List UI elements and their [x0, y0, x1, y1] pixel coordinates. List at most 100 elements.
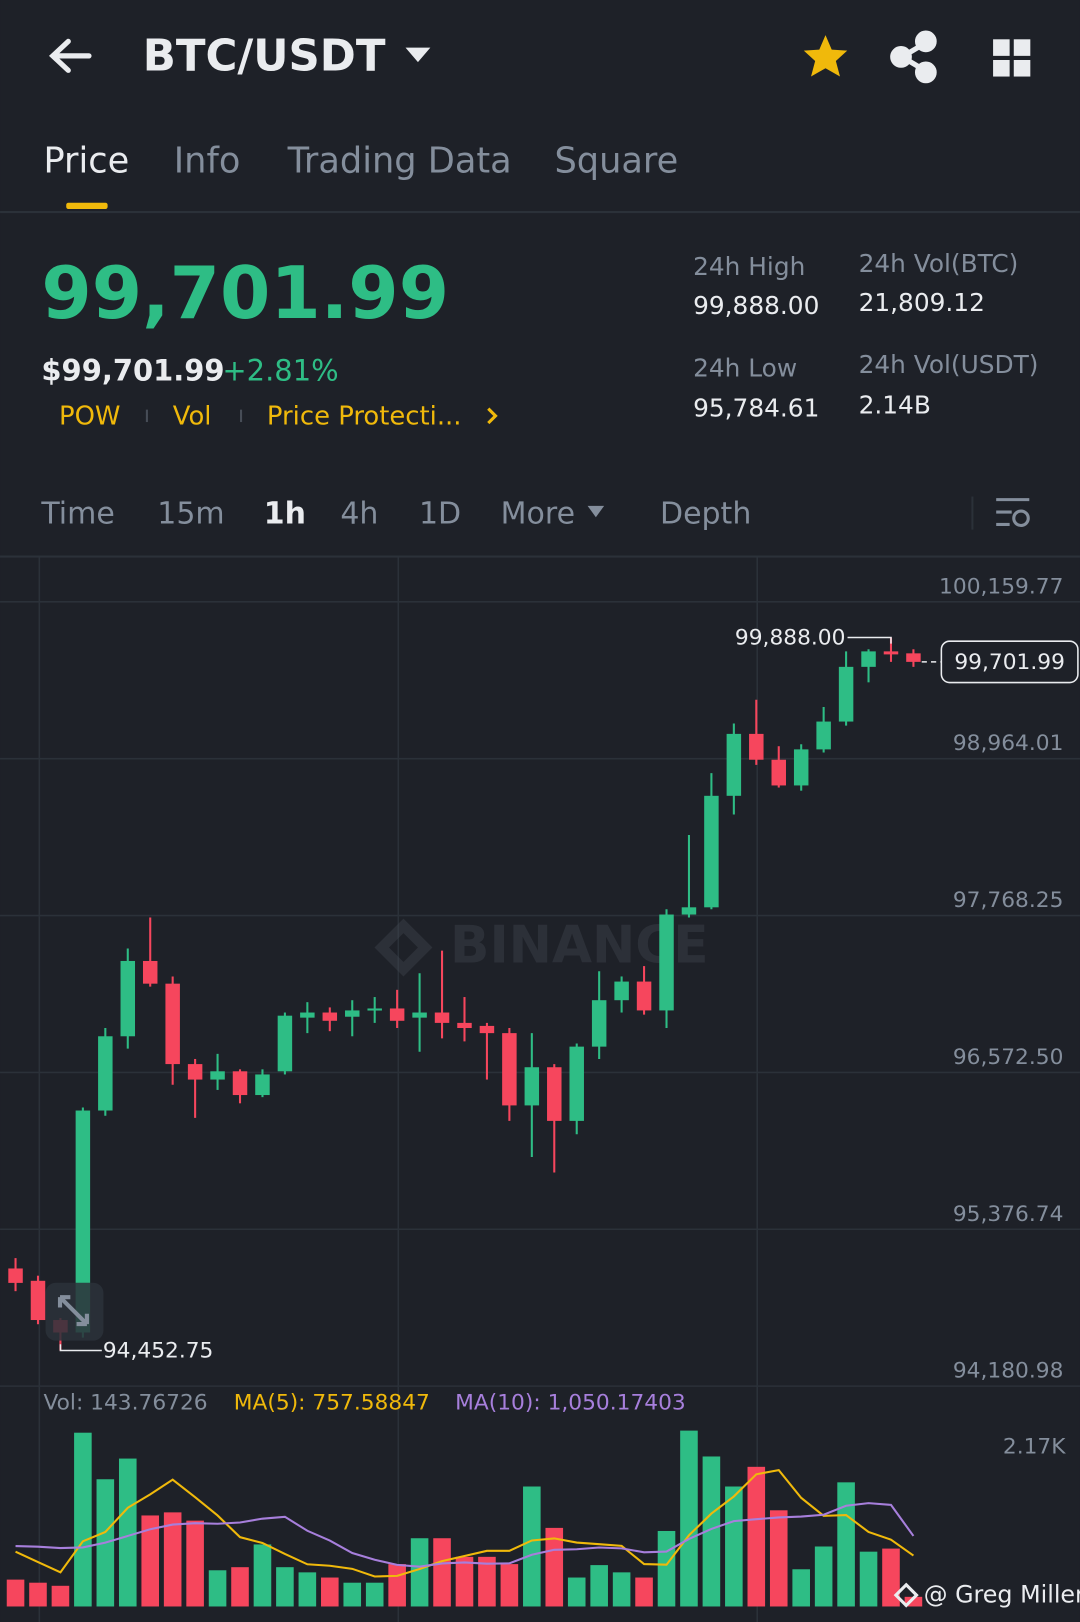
low-leader — [59, 1344, 102, 1352]
interval[interactable]: 4h — [340, 497, 378, 532]
tab[interactable]: Trading Data — [287, 140, 512, 181]
candle-body — [322, 1012, 338, 1021]
volume-bar — [859, 1551, 878, 1607]
interval[interactable]: 15m — [157, 497, 224, 532]
ma-legend: MA(5): 757.58847 — [234, 1391, 430, 1416]
last-price-label: 99,701.99 — [954, 650, 1065, 675]
stat-label: 24h Vol(USDT) — [859, 350, 1039, 379]
volume-bar — [478, 1556, 496, 1607]
candle-body — [210, 1071, 225, 1080]
pair-dropdown[interactable] — [405, 47, 431, 63]
chevron[interactable] — [487, 407, 498, 425]
credit-text: @ Greg Miller — [924, 1581, 1080, 1609]
high-leader — [847, 636, 892, 644]
candle-body — [793, 749, 809, 786]
candle-body — [681, 907, 697, 915]
chart-area: BINANCE 94,180.9895,376.7496,572.5097,76… — [0, 555, 1080, 1622]
tab[interactable]: Info — [174, 140, 241, 181]
candle-body — [412, 1012, 427, 1018]
volume-bar — [725, 1486, 743, 1607]
tab[interactable]: Square — [554, 140, 678, 181]
y-tick-label: 2.17K — [1003, 1434, 1066, 1459]
interval[interactable]: More — [501, 497, 575, 532]
candle-body — [502, 1033, 517, 1106]
interval[interactable]: Depth — [660, 497, 751, 532]
candle-body — [142, 960, 158, 984]
volume-bar — [163, 1512, 182, 1607]
volume-bar — [814, 1546, 833, 1607]
interval[interactable]: 1h — [264, 497, 306, 532]
volume-legend: Vol: 143.76726 — [43, 1391, 207, 1416]
candle-body — [232, 1071, 248, 1096]
expand-button[interactable] — [45, 1282, 104, 1341]
volume-bar — [343, 1582, 362, 1607]
share-button[interactable] — [890, 30, 937, 84]
candle-body — [614, 981, 629, 1001]
y-tick-label: 97,768.25 — [953, 888, 1064, 913]
back-button[interactable] — [48, 38, 92, 73]
volume-bar — [612, 1572, 631, 1607]
volume-bar — [208, 1570, 227, 1607]
tab[interactable]: Price — [43, 140, 129, 181]
volume-bar — [298, 1572, 317, 1607]
candle-body — [75, 1110, 91, 1333]
chart-settings[interactable] — [996, 498, 1030, 528]
candle-body — [120, 960, 136, 1037]
low-label: 94,452.75 — [103, 1339, 214, 1364]
candle-body — [300, 1012, 315, 1018]
candle-body — [591, 1000, 607, 1047]
ma-line — [15, 1469, 915, 1578]
interval[interactable]: 1D — [419, 497, 461, 532]
ma-line — [15, 1502, 915, 1568]
volume-bar — [837, 1482, 855, 1607]
candle-body — [457, 1022, 472, 1029]
interval[interactable]: Time — [40, 497, 114, 532]
ma-legend: MA(10): 1,050.17403 — [455, 1391, 686, 1416]
stat-label: 24h Vol(BTC) — [859, 249, 1019, 278]
volume-bar — [590, 1565, 608, 1607]
stat-value: 99,888.00 — [693, 291, 819, 320]
y-tick-label: 96,572.50 — [953, 1045, 1064, 1070]
last-price: 99,701.99 — [41, 252, 449, 336]
candle-body — [30, 1280, 46, 1321]
credit: @ Greg Miller — [893, 1581, 1080, 1609]
volume-bar — [433, 1538, 451, 1607]
candle-body — [98, 1036, 113, 1111]
volume-bar — [118, 1458, 137, 1607]
volume-bar — [500, 1564, 519, 1607]
stat-label: 24h High — [693, 252, 805, 281]
candle-body — [434, 1012, 450, 1023]
volume-bar — [455, 1556, 474, 1607]
favorite-star[interactable] — [803, 35, 848, 77]
more-dropdown[interactable] — [587, 505, 605, 518]
volume-bar — [904, 1596, 923, 1607]
stat-value: 95,784.61 — [693, 394, 819, 423]
volume-bar — [545, 1527, 564, 1607]
volume-bar — [680, 1430, 698, 1607]
grid-menu[interactable] — [993, 39, 1031, 77]
y-tick-label: 98,964.01 — [953, 731, 1064, 756]
volume-bar — [29, 1582, 47, 1607]
candle-body — [659, 914, 674, 1011]
candle-body — [838, 666, 854, 722]
candle-body — [255, 1074, 270, 1096]
candle-body — [771, 759, 786, 786]
tag[interactable]: Vol — [173, 401, 212, 431]
candle-body — [636, 981, 652, 1011]
candle-body — [345, 1010, 360, 1017]
volume-bar — [567, 1577, 586, 1607]
volume-bar — [276, 1567, 294, 1607]
volume-bar — [231, 1567, 249, 1607]
tag[interactable]: Price Protecti... — [267, 401, 462, 431]
candle-body — [389, 1008, 405, 1021]
candle-body — [165, 983, 180, 1065]
candle-body — [277, 1015, 293, 1072]
stat-value: 2.14B — [859, 391, 931, 420]
tag[interactable]: POW — [59, 401, 121, 431]
volume-bar — [882, 1548, 900, 1607]
candle-body — [906, 653, 921, 662]
candle-body — [883, 651, 899, 655]
pair-title[interactable]: BTC/USDT — [143, 31, 386, 81]
